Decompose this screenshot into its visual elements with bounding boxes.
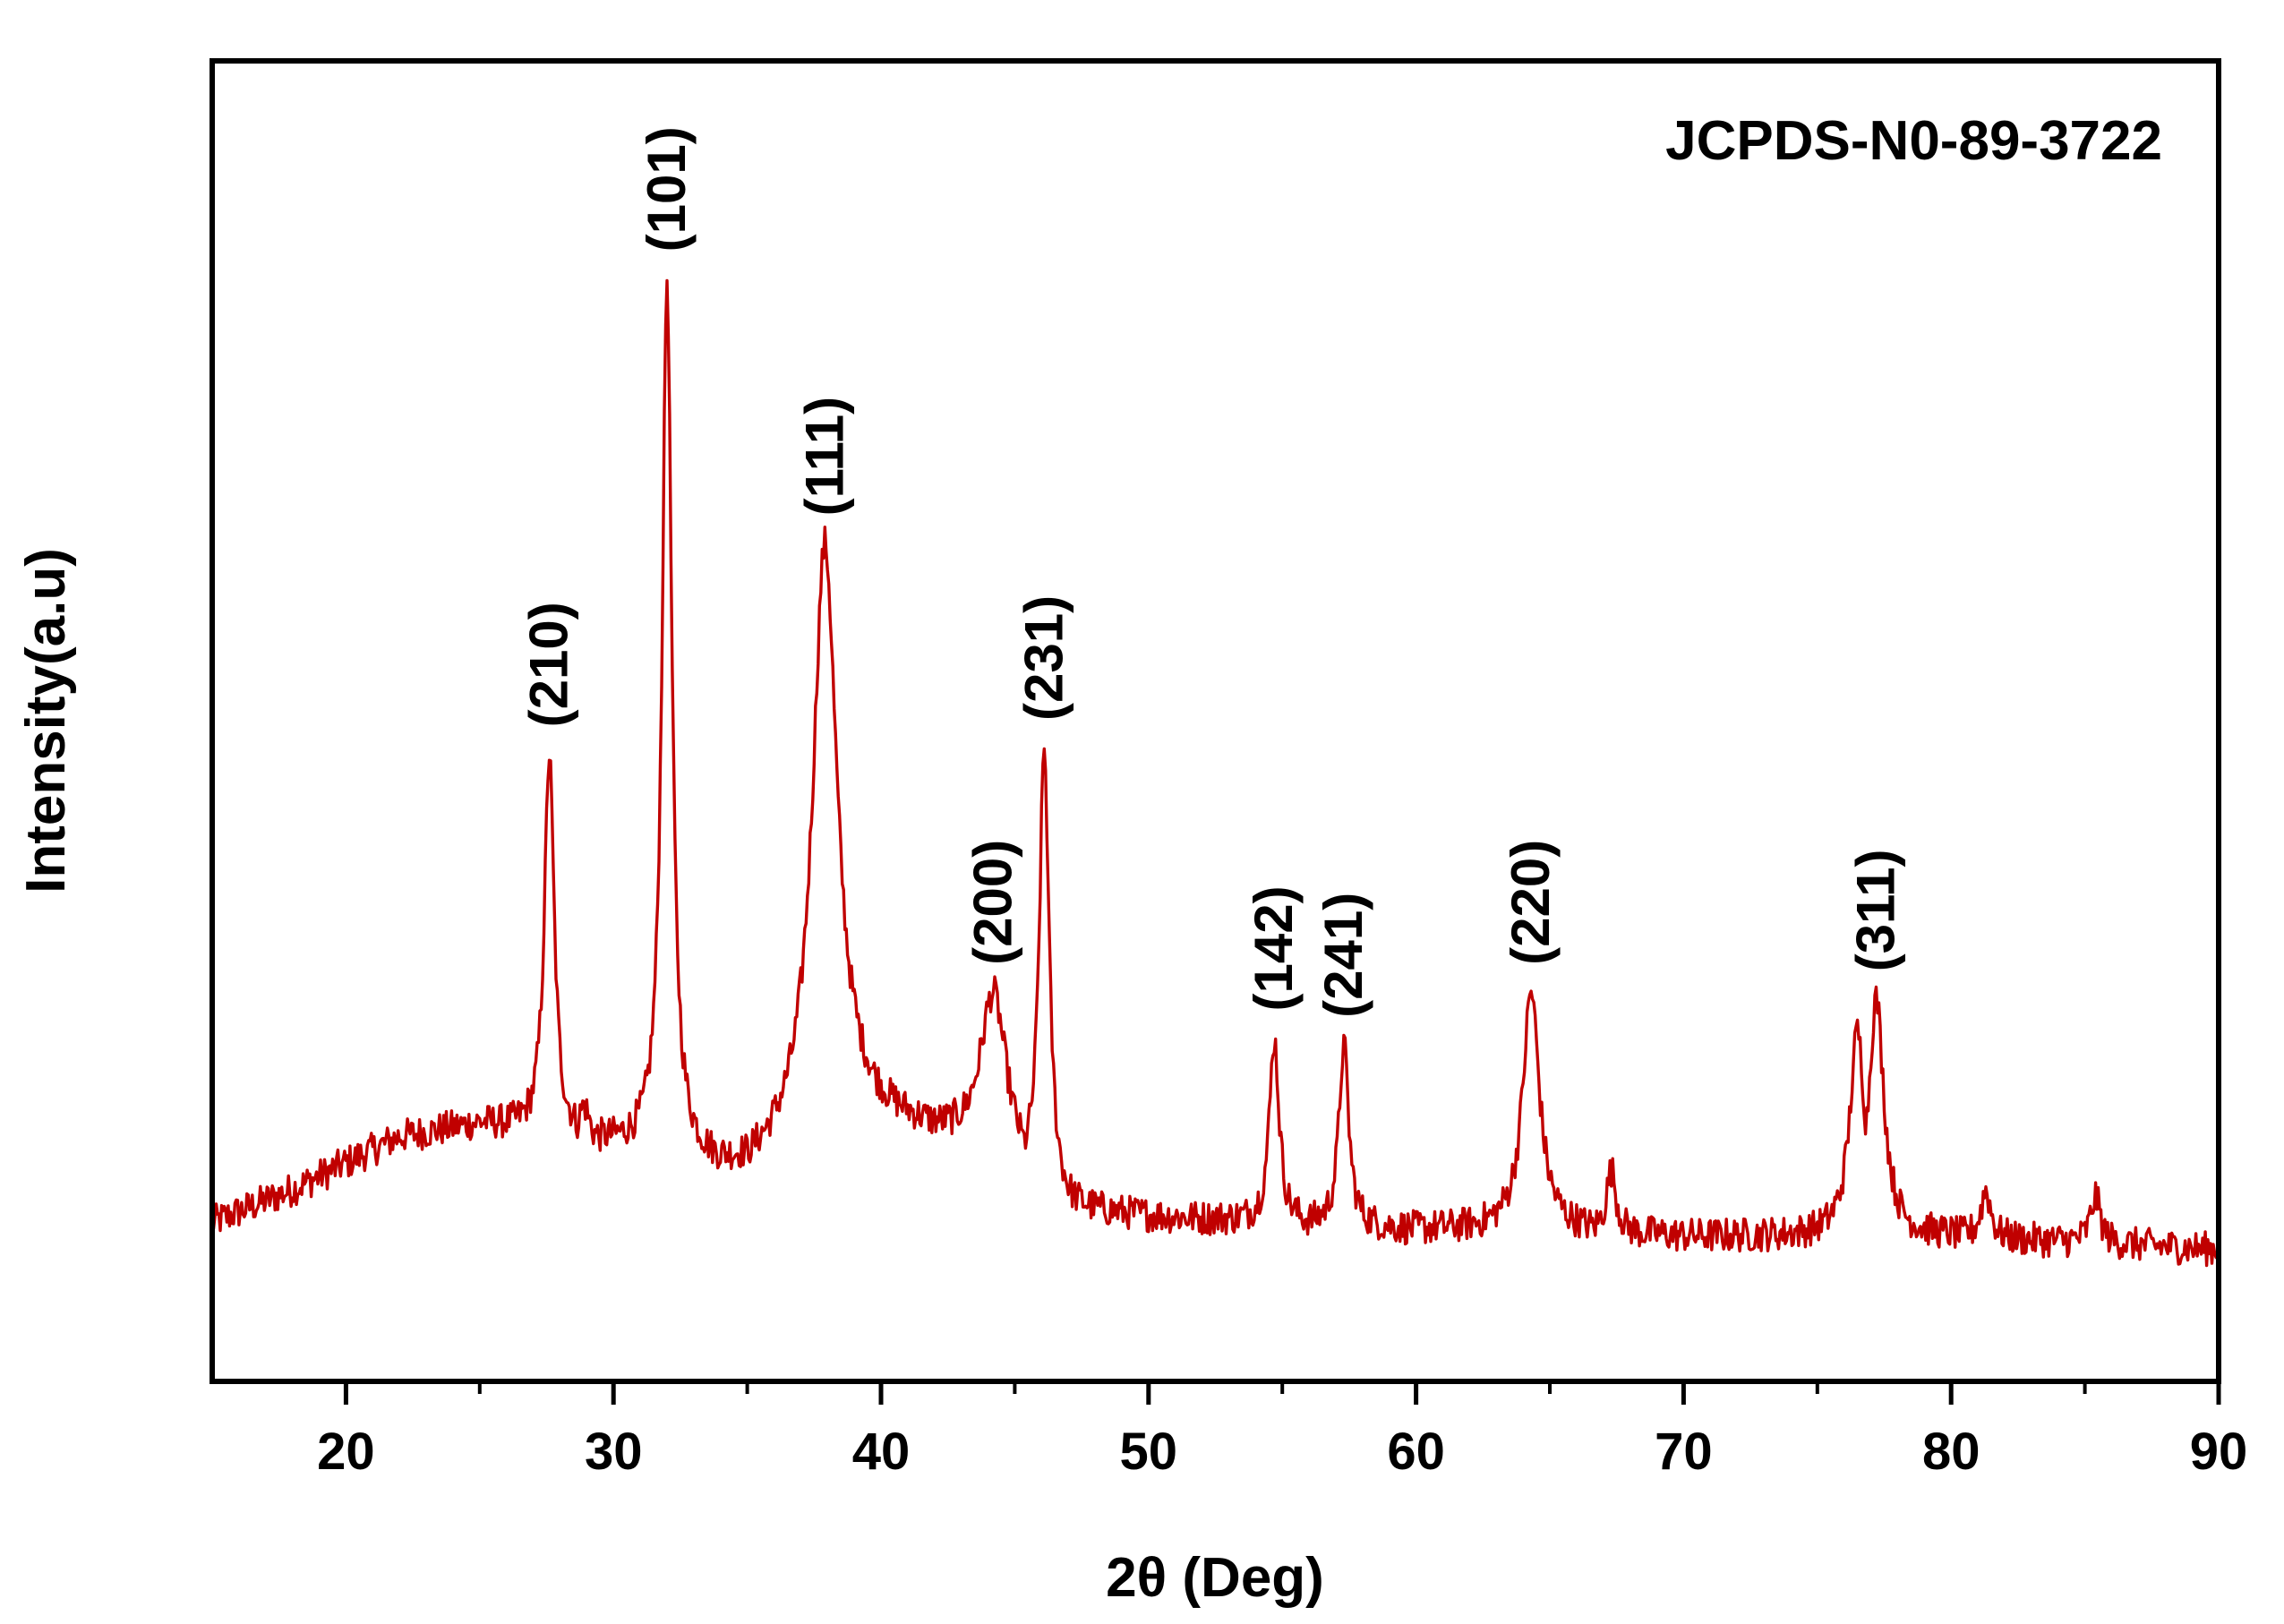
plot-frame	[210, 58, 2221, 1384]
x-tick-label: 70	[1655, 1423, 1713, 1481]
y-axis-title: Intensity(a.u)	[15, 548, 77, 893]
x-tick-label: 80	[1922, 1423, 1980, 1481]
x-tick-label: 90	[2190, 1423, 2248, 1481]
peak-label: (101)	[637, 126, 697, 252]
x-tick-label: 30	[585, 1423, 643, 1481]
peak-label: (200)	[963, 840, 1023, 965]
peak-label: (241)	[1313, 893, 1373, 1018]
reference-card-label: JCPDS-N0-89-3722	[1665, 110, 2162, 172]
peak-label: (311)	[1846, 850, 1906, 972]
x-tick-label: 50	[1120, 1423, 1178, 1481]
x-axis-ticks: 20 30 40 50 60 70 80 90	[317, 1381, 2247, 1481]
peak-labels: (210) (101) (111) (200) (231) (142) (241) (220)…	[519, 126, 1906, 1018]
peak-label: (210)	[519, 602, 579, 727]
peak-label: (111)	[794, 397, 854, 516]
x-axis-title: 2θ (Deg)	[1106, 1547, 1324, 1609]
x-tick-label: 60	[1387, 1423, 1445, 1481]
x-tick-label: 40	[852, 1423, 911, 1481]
xrd-series-line	[210, 278, 2220, 1268]
plot-layer	[210, 278, 2220, 1268]
peak-label: (220)	[1501, 840, 1561, 965]
peak-label: (142)	[1244, 885, 1304, 1011]
x-tick-label: 20	[317, 1423, 375, 1481]
peak-label: (231)	[1014, 595, 1074, 721]
